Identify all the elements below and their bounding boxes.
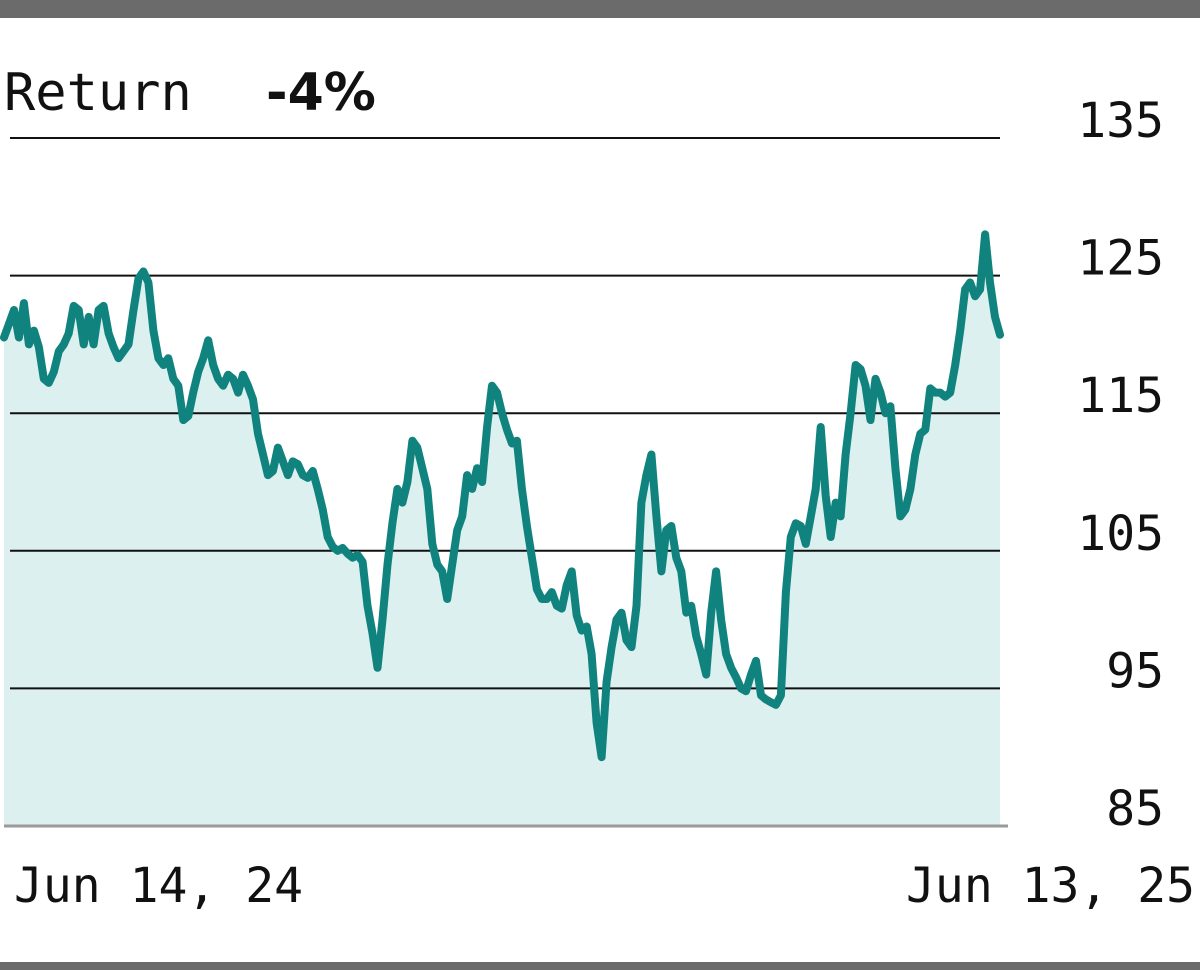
y-tick-label-95: 95 [1106, 643, 1164, 699]
title-label: Return [4, 63, 192, 123]
y-tick-label-125: 125 [1077, 231, 1164, 287]
x-start-label: Jun 14, 24 [14, 858, 303, 914]
series-line [0, 230, 1004, 762]
plot-area [0, 137, 1008, 828]
title-value: -4% [266, 63, 376, 123]
y-tick-label-85: 85 [1106, 781, 1164, 837]
frame-top-bar [0, 0, 1200, 18]
frame-bottom-bar [0, 962, 1200, 970]
y-axis-ticks: 135 125 115 105 95 85 [1077, 93, 1164, 837]
x-end-label: Jun 13, 25 [906, 858, 1195, 914]
y-tick-label-105: 105 [1077, 506, 1164, 562]
y-tick-label-135: 135 [1077, 93, 1164, 149]
y-tick-label-115: 115 [1077, 368, 1164, 424]
